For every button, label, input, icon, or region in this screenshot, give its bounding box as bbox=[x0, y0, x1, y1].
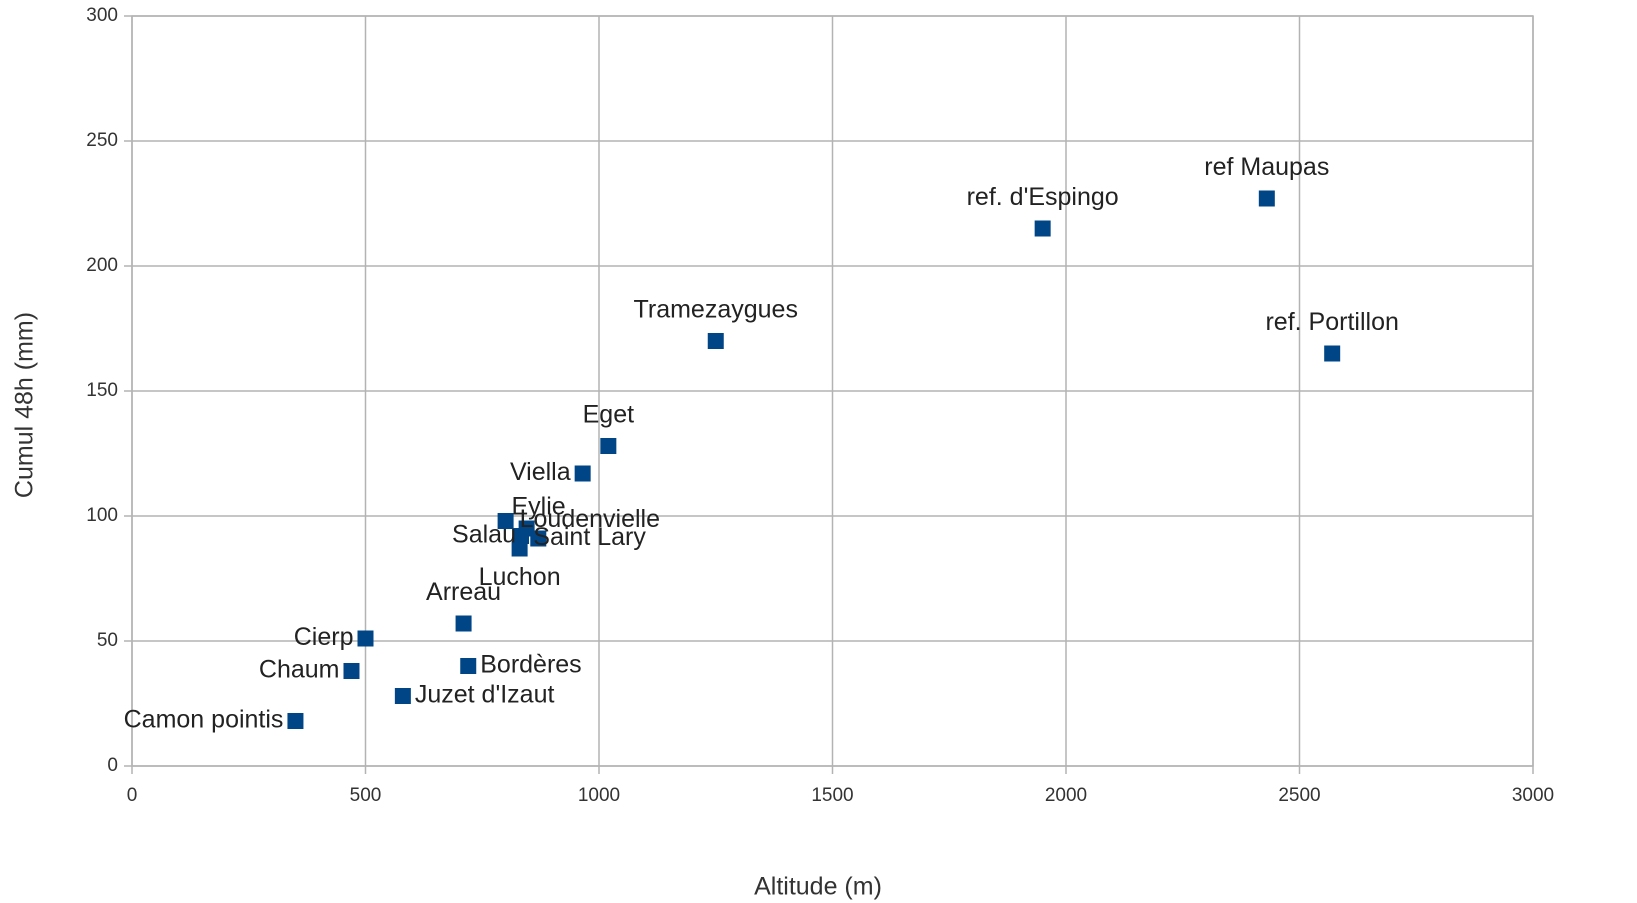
point-label: Tramezaygues bbox=[634, 296, 798, 324]
point bbox=[600, 438, 617, 454]
x-tick-label: 3000 bbox=[1512, 785, 1554, 806]
point bbox=[518, 520, 535, 537]
y-tick-label: 100 bbox=[86, 505, 118, 526]
point-label: Loudenvielle bbox=[520, 505, 660, 533]
point bbox=[455, 615, 472, 632]
y-tick-label: 300 bbox=[86, 5, 118, 26]
point-label: Eget bbox=[583, 401, 634, 429]
y-tick-label: 200 bbox=[86, 255, 118, 276]
point bbox=[707, 333, 724, 349]
y-tick-label: 250 bbox=[86, 130, 118, 151]
point bbox=[511, 540, 528, 557]
point-label: ref Maupas bbox=[1204, 153, 1329, 181]
point-label: Juzet d'Izaut bbox=[415, 681, 555, 709]
plot-frame bbox=[131, 15, 1534, 767]
point bbox=[394, 688, 411, 704]
point bbox=[1258, 190, 1275, 207]
point bbox=[357, 630, 374, 647]
point-label: Camon pointis bbox=[124, 706, 284, 734]
x-tick-label: 2500 bbox=[1278, 785, 1320, 806]
y-tick-label: 0 bbox=[107, 755, 118, 776]
point-label: ref. Portillon bbox=[1265, 308, 1398, 336]
point bbox=[287, 713, 304, 729]
point-label: Eylie bbox=[512, 493, 566, 521]
point bbox=[497, 513, 514, 529]
point-label: Viella bbox=[510, 458, 571, 486]
x-axis-title: Altitude (m) bbox=[754, 873, 882, 901]
point-label: ref. d'Espingo bbox=[967, 183, 1119, 211]
x-tick-label: 1500 bbox=[811, 785, 853, 806]
point bbox=[574, 465, 591, 482]
point bbox=[343, 663, 360, 679]
point-label: Luchon bbox=[479, 563, 561, 591]
point-label: Chaum bbox=[259, 656, 340, 684]
point bbox=[460, 658, 477, 674]
y-tick-label: 150 bbox=[86, 380, 118, 401]
x-tick-label: 0 bbox=[127, 785, 138, 806]
y-tick-label: 50 bbox=[97, 630, 118, 651]
point bbox=[1324, 345, 1341, 362]
x-tick-label: 2000 bbox=[1045, 785, 1087, 806]
point-label: Saint Lary bbox=[533, 523, 646, 551]
point bbox=[1034, 220, 1051, 237]
y-axis-title: Cumul 48h (mm) bbox=[11, 312, 39, 498]
point-label: Bordères bbox=[480, 651, 581, 679]
point-label: Cierp bbox=[294, 623, 354, 651]
x-tick-label: 500 bbox=[350, 785, 382, 806]
x-tick-label: 1000 bbox=[578, 785, 620, 806]
point-label: Arreau bbox=[426, 578, 501, 606]
